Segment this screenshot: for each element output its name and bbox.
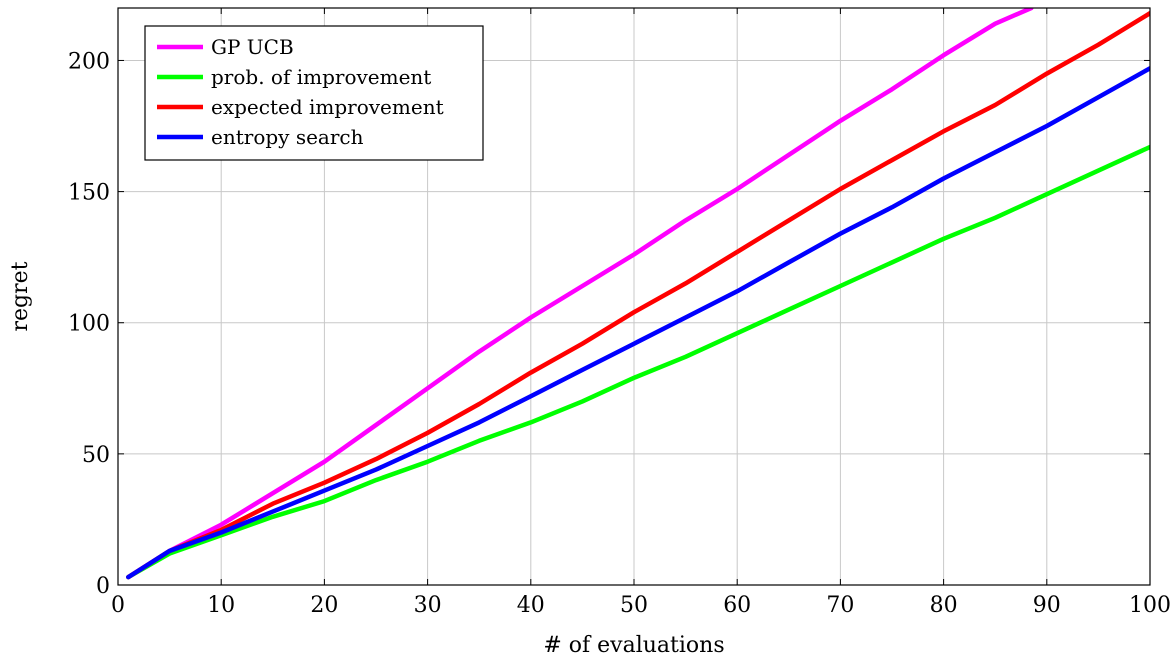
legend: GP UCB prob. of improvement expected impro… bbox=[144, 25, 484, 161]
x-tick-label: 70 bbox=[826, 593, 854, 618]
x-tick-label: 90 bbox=[1033, 593, 1061, 618]
series-line-entropy-search bbox=[126, 66, 1150, 580]
y-tick-label: 100 bbox=[68, 312, 110, 337]
x-tick-label: 100 bbox=[1129, 593, 1171, 618]
x-tick-label: 60 bbox=[723, 593, 751, 618]
x-axis-label: # of evaluations bbox=[543, 633, 724, 658]
x-tick-label: 40 bbox=[517, 593, 545, 618]
x-tick-label: 80 bbox=[930, 593, 958, 618]
y-tick-label: 150 bbox=[68, 181, 110, 206]
tick-layer: 0 10 20 30 40 50 60 70 80 90 100 0 50 100 150 200 bbox=[68, 8, 1171, 618]
series-line-expected-improvement bbox=[126, 10, 1150, 580]
series-line-gp-ucb bbox=[126, 8, 1034, 580]
legend-entry: entropy search bbox=[211, 125, 364, 149]
x-tick-label: 50 bbox=[620, 593, 648, 618]
series-layer bbox=[126, 8, 1150, 580]
x-tick-label: 0 bbox=[111, 593, 125, 618]
legend-entry: GP UCB bbox=[211, 35, 294, 59]
x-tick-label: 30 bbox=[414, 593, 442, 618]
legend-entry: expected improvement bbox=[211, 95, 444, 119]
y-tick-label: 200 bbox=[68, 49, 110, 74]
x-tick-label: 20 bbox=[310, 593, 338, 618]
legend-entry: prob. of improvement bbox=[211, 65, 431, 89]
series-line-prob-of-improvement bbox=[126, 144, 1150, 580]
y-axis-label: regret bbox=[8, 261, 33, 331]
y-tick-label: 0 bbox=[96, 574, 110, 599]
y-tick-label: 50 bbox=[82, 443, 110, 468]
x-tick-label: 10 bbox=[207, 593, 235, 618]
